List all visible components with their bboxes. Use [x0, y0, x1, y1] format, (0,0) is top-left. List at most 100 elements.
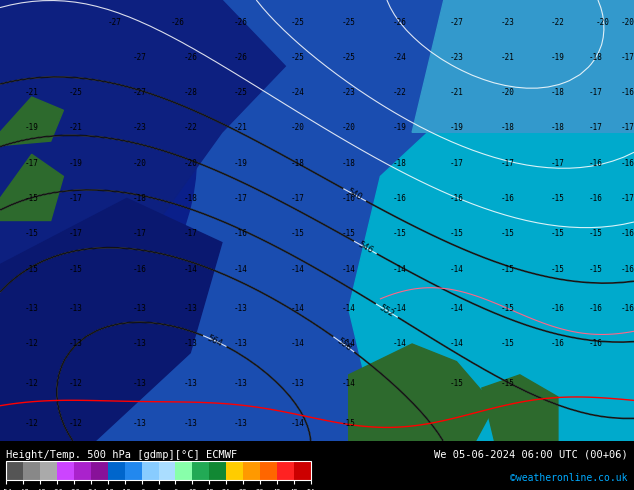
Text: -26: -26 — [234, 53, 248, 62]
Text: -16: -16 — [621, 265, 634, 273]
Text: -27: -27 — [107, 18, 121, 26]
Text: -21: -21 — [234, 123, 248, 132]
Text: -20: -20 — [133, 159, 146, 168]
Text: -17: -17 — [133, 229, 146, 238]
Text: -26: -26 — [183, 53, 197, 62]
Text: -15: -15 — [291, 229, 305, 238]
Text: -21: -21 — [450, 88, 463, 97]
Text: -17: -17 — [291, 194, 305, 203]
Text: -16: -16 — [621, 88, 634, 97]
Text: -25: -25 — [342, 53, 356, 62]
Text: -17: -17 — [69, 229, 83, 238]
Text: -24: -24 — [291, 88, 305, 97]
Text: -17: -17 — [621, 53, 634, 62]
Text: -19: -19 — [551, 53, 565, 62]
Text: -16: -16 — [392, 194, 406, 203]
Text: -15: -15 — [589, 265, 603, 273]
Text: -13: -13 — [183, 419, 197, 428]
Text: -13: -13 — [183, 379, 197, 388]
Text: -21: -21 — [69, 123, 83, 132]
Text: -25: -25 — [342, 18, 356, 26]
Text: -26: -26 — [392, 18, 406, 26]
Text: -14: -14 — [291, 419, 305, 428]
Text: ©weatheronline.co.uk: ©weatheronline.co.uk — [510, 473, 628, 483]
Text: -20: -20 — [500, 88, 514, 97]
Text: -17: -17 — [621, 123, 634, 132]
Text: -15: -15 — [69, 265, 83, 273]
Text: -18: -18 — [291, 159, 305, 168]
Text: -14: -14 — [291, 340, 305, 348]
Text: We 05-06-2024 06:00 UTC (00+06): We 05-06-2024 06:00 UTC (00+06) — [434, 450, 628, 460]
Text: -15: -15 — [500, 265, 514, 273]
Text: -18: -18 — [551, 88, 565, 97]
Text: -19: -19 — [392, 123, 406, 132]
Text: -18: -18 — [392, 159, 406, 168]
Text: -14: -14 — [450, 340, 463, 348]
Text: -16: -16 — [589, 340, 603, 348]
Text: -17: -17 — [234, 194, 248, 203]
Text: -18: -18 — [342, 159, 356, 168]
Text: -17: -17 — [25, 159, 39, 168]
Text: -27: -27 — [133, 88, 146, 97]
Polygon shape — [412, 0, 634, 132]
Text: -21: -21 — [500, 53, 514, 62]
Text: 546: 546 — [356, 240, 375, 255]
Text: -14: -14 — [342, 379, 356, 388]
Text: -16: -16 — [589, 194, 603, 203]
Text: -15: -15 — [25, 265, 39, 273]
Text: -19: -19 — [450, 123, 463, 132]
Text: -22: -22 — [392, 88, 406, 97]
Text: -16: -16 — [621, 159, 634, 168]
Polygon shape — [0, 97, 63, 146]
Text: -13: -13 — [133, 340, 146, 348]
Text: -15: -15 — [450, 229, 463, 238]
Text: -12: -12 — [69, 419, 83, 428]
Text: -15: -15 — [500, 304, 514, 313]
Text: -13: -13 — [234, 340, 248, 348]
Text: -17: -17 — [589, 88, 603, 97]
Text: 558: 558 — [335, 336, 353, 353]
Text: -15: -15 — [25, 229, 39, 238]
Text: -20: -20 — [595, 18, 609, 26]
Text: -13: -13 — [133, 419, 146, 428]
Text: -18: -18 — [183, 194, 197, 203]
Text: -13: -13 — [291, 379, 305, 388]
Text: -14: -14 — [392, 304, 406, 313]
Text: -13: -13 — [234, 419, 248, 428]
Text: -27: -27 — [450, 18, 463, 26]
Text: -15: -15 — [500, 229, 514, 238]
Text: -17: -17 — [69, 194, 83, 203]
Text: -26: -26 — [171, 18, 184, 26]
Text: 564: 564 — [206, 333, 224, 348]
Text: -13: -13 — [25, 304, 39, 313]
Text: -23: -23 — [500, 18, 514, 26]
Text: -19: -19 — [234, 159, 248, 168]
Polygon shape — [0, 198, 222, 441]
Text: 540: 540 — [346, 187, 364, 202]
Text: -20: -20 — [621, 18, 634, 26]
Text: -20: -20 — [342, 123, 356, 132]
Text: -13: -13 — [69, 340, 83, 348]
Text: -19: -19 — [69, 159, 83, 168]
Text: -25: -25 — [234, 88, 248, 97]
Text: -25: -25 — [291, 53, 305, 62]
Text: -21: -21 — [25, 88, 39, 97]
Text: -13: -13 — [133, 379, 146, 388]
Text: -25: -25 — [291, 18, 305, 26]
Text: -15: -15 — [500, 340, 514, 348]
Text: -14: -14 — [450, 304, 463, 313]
Text: -16: -16 — [133, 265, 146, 273]
Polygon shape — [482, 375, 558, 441]
Text: -13: -13 — [234, 304, 248, 313]
Text: -15: -15 — [551, 229, 565, 238]
Text: -16: -16 — [450, 194, 463, 203]
Text: -13: -13 — [183, 340, 197, 348]
Text: -22: -22 — [551, 18, 565, 26]
Text: -15: -15 — [392, 229, 406, 238]
Polygon shape — [349, 344, 495, 441]
Text: -14: -14 — [183, 265, 197, 273]
Text: -16: -16 — [234, 229, 248, 238]
Text: -14: -14 — [234, 265, 248, 273]
Text: -12: -12 — [25, 340, 39, 348]
Text: -16: -16 — [551, 340, 565, 348]
